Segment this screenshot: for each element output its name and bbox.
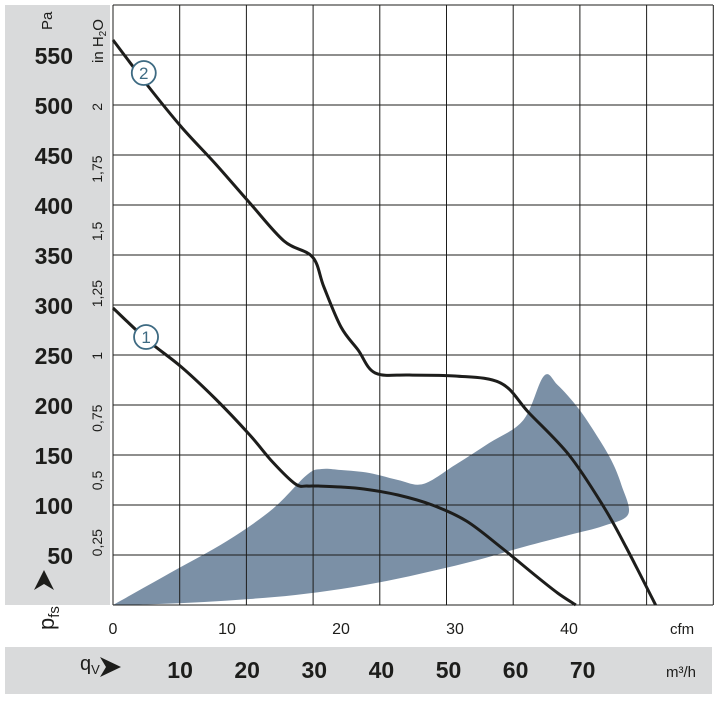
m3h-unit-label: m³/h <box>666 664 696 681</box>
y-tick-label: 550 <box>35 43 73 69</box>
x-cfm-tick-label: 10 <box>218 621 236 638</box>
y-axis-label: pfs <box>34 606 63 630</box>
tick-labels: 501001502002503003504004505005500,250,50… <box>35 43 596 683</box>
x-axis-label: qV <box>80 653 100 677</box>
x-axis-label-sub: V <box>91 662 100 677</box>
curve-1 <box>111 306 577 607</box>
x-m3h-tick-label: 10 <box>167 657 193 683</box>
y-tick-label: 200 <box>35 393 73 419</box>
y2-tick-label: 1,25 <box>89 280 105 307</box>
cfm-unit-label: cfm <box>670 621 694 638</box>
x-m3h-tick-label: 20 <box>234 657 260 683</box>
curve-marker-2-label: 2 <box>139 64 148 83</box>
y2-tick-label: 1,75 <box>89 155 105 182</box>
curve-2 <box>111 39 657 606</box>
y-tick-label: 350 <box>35 243 73 269</box>
curve-markers: 12 <box>130 60 159 350</box>
x-m3h-tick-label: 40 <box>369 657 395 683</box>
left-axis-panel <box>5 5 110 605</box>
y2-unit-sub: 2 <box>98 30 109 36</box>
y-tick-label: 100 <box>35 493 73 519</box>
y2-tick-label: 1 <box>89 352 105 360</box>
x-m3h-tick-label: 50 <box>436 657 462 683</box>
y-tick-label: 150 <box>35 443 73 469</box>
y-tick-label: 400 <box>35 193 73 219</box>
y-unit-label: Pa <box>39 11 56 30</box>
y-axis-label-sub: fs <box>46 606 63 618</box>
bottom-axis-panel <box>5 647 712 694</box>
y-tick-label: 50 <box>47 543 73 569</box>
y2-unit-label: in H2O <box>90 19 109 63</box>
x-axis-arrow-icon <box>100 657 121 677</box>
x-m3h-tick-label: 30 <box>302 657 328 683</box>
curves <box>111 39 657 607</box>
y2-tick-label: 0,25 <box>89 529 105 556</box>
y-tick-label: 450 <box>35 143 73 169</box>
curve-marker-1-label: 1 <box>141 328 150 347</box>
x-cfm-tick-label: 0 <box>109 621 118 638</box>
x-m3h-tick-label: 60 <box>503 657 529 683</box>
y-tick-label: 300 <box>35 293 73 319</box>
y-tick-label: 500 <box>35 93 73 119</box>
y2-tick-label: 1,5 <box>89 221 105 241</box>
y2-tick-label: 0,75 <box>89 404 105 431</box>
y-axis-arrow-icon <box>34 570 54 590</box>
curve-marker-1-circle <box>133 324 159 350</box>
y-axis-label-main: p <box>34 618 59 630</box>
x-m3h-tick-label: 70 <box>570 657 596 683</box>
y2-tick-label: 2 <box>89 103 105 111</box>
y2-unit-tail: O <box>90 19 107 31</box>
x-cfm-tick-label: 20 <box>332 621 350 638</box>
x-axis-label-main: q <box>80 653 91 675</box>
grid-lines <box>112 4 714 606</box>
y2-tick-label: 0,5 <box>89 471 105 491</box>
curve-marker-2-circle <box>130 60 157 86</box>
x-cfm-tick-label: 40 <box>560 621 578 638</box>
y-tick-label: 250 <box>35 343 73 369</box>
x-cfm-tick-label: 30 <box>446 621 464 638</box>
y2-unit-main: in H <box>90 36 107 63</box>
